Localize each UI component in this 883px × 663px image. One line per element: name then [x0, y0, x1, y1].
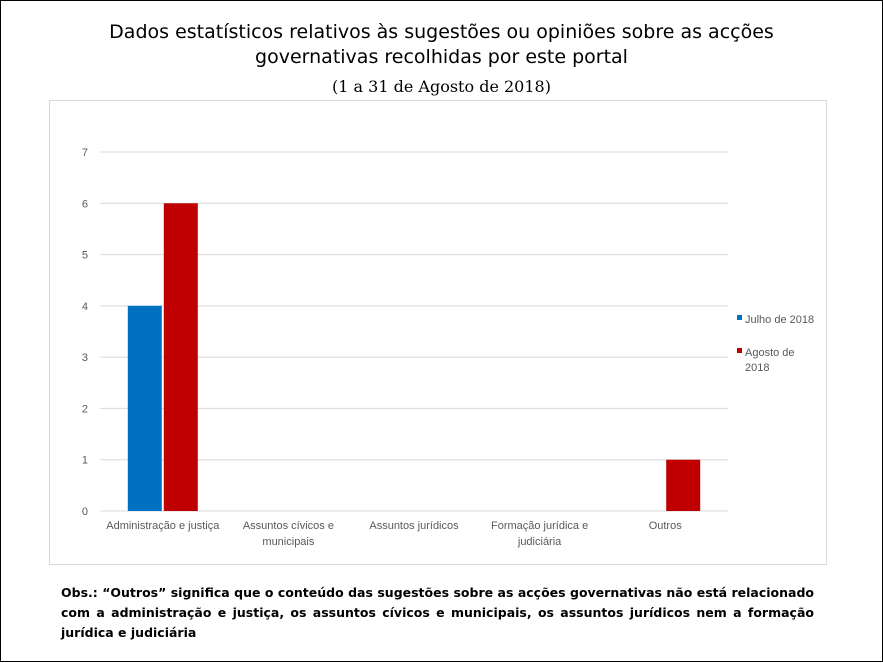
y-tick-label: 7	[82, 147, 88, 159]
chart-title: Dados estatísticos relativos às sugestõe…	[0, 20, 883, 70]
legend-swatch-julho	[737, 315, 742, 320]
x-category-label: Assuntos jurídicos	[369, 520, 459, 532]
bar-chart: 0 1 2 3 4 5 6 7 Administração e justiça Assuntos …	[82, 147, 814, 548]
y-tick-label: 6	[82, 198, 88, 210]
legend-swatch-agosto	[737, 348, 742, 353]
y-tick-label: 2	[82, 403, 88, 415]
bar-agosto-4	[666, 459, 701, 511]
chart-title-line-1: Dados estatísticos relativos às sugestõe…	[109, 21, 774, 43]
x-category-label: Formação jurídica e	[491, 520, 588, 532]
y-tick-label: 4	[82, 301, 88, 313]
bar-julho-0	[127, 305, 162, 511]
x-category-label: Administração e justiça	[106, 520, 220, 532]
legend-label: Julho de 2018	[745, 314, 814, 326]
chart-title-line-2: governativas recolhidas por este portal	[255, 46, 628, 68]
legend-label: 2018	[745, 362, 769, 374]
chart-subtitle: (1 a 31 de Agosto de 2018)	[332, 77, 551, 96]
legend-label: Agosto de	[745, 347, 795, 359]
y-tick-label: 5	[82, 250, 88, 262]
footnote: Obs.: “Outros” significa que o conteúdo …	[61, 585, 814, 640]
x-category-label: Assuntos cívicos e	[243, 520, 334, 532]
x-category-label: judiciária	[517, 536, 562, 548]
y-tick-label: 3	[82, 352, 88, 364]
x-category-label: Outros	[649, 520, 683, 532]
chart-area: 0 1 2 3 4 5 6 7 Administração e justiça Assuntos …	[49, 100, 827, 565]
x-category-label: municipais	[262, 536, 314, 548]
frame-top-border	[0, 0, 883, 1]
y-tick-label: 1	[82, 455, 88, 467]
bar-agosto-0	[163, 203, 198, 511]
y-tick-label: 0	[82, 506, 88, 518]
